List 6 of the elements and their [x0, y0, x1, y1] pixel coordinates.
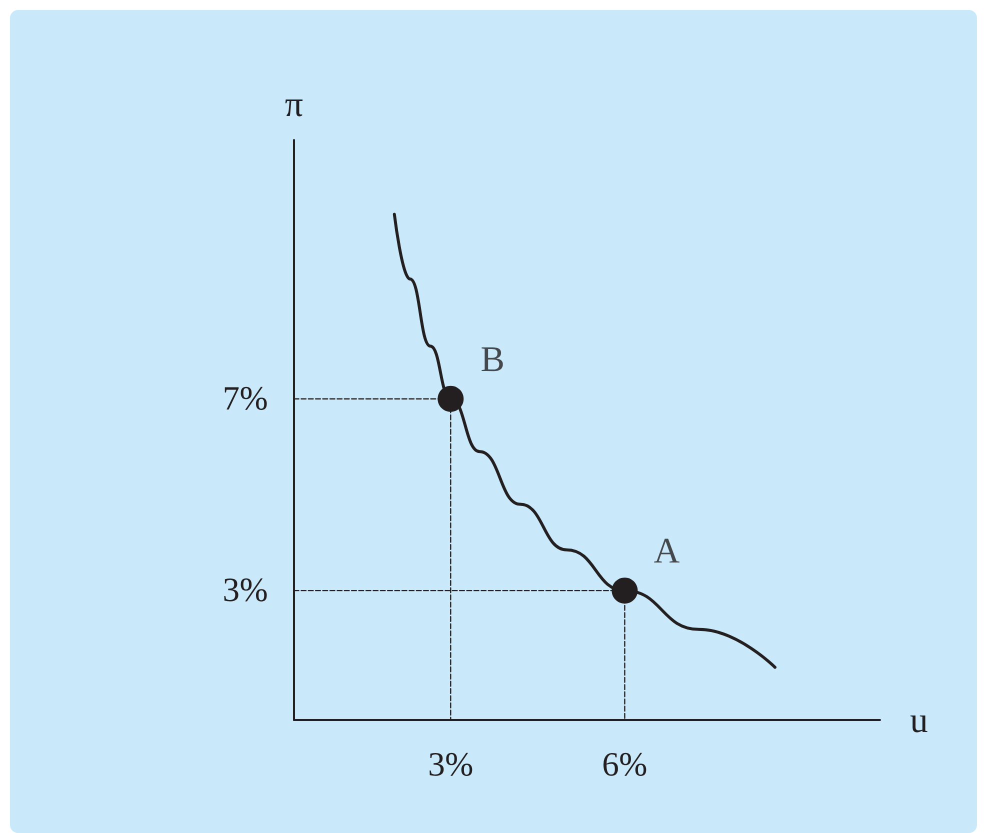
- annotation: B: [480, 338, 505, 379]
- annotation: A: [654, 530, 680, 571]
- x-tick-label: 6%: [602, 746, 648, 784]
- y-tick-label: 7%: [222, 380, 268, 418]
- y-axis-title: π: [284, 84, 304, 124]
- x-axis-title: u: [910, 700, 928, 740]
